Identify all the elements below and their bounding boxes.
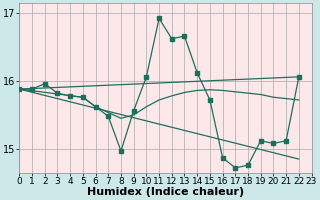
X-axis label: Humidex (Indice chaleur): Humidex (Indice chaleur): [87, 187, 244, 197]
